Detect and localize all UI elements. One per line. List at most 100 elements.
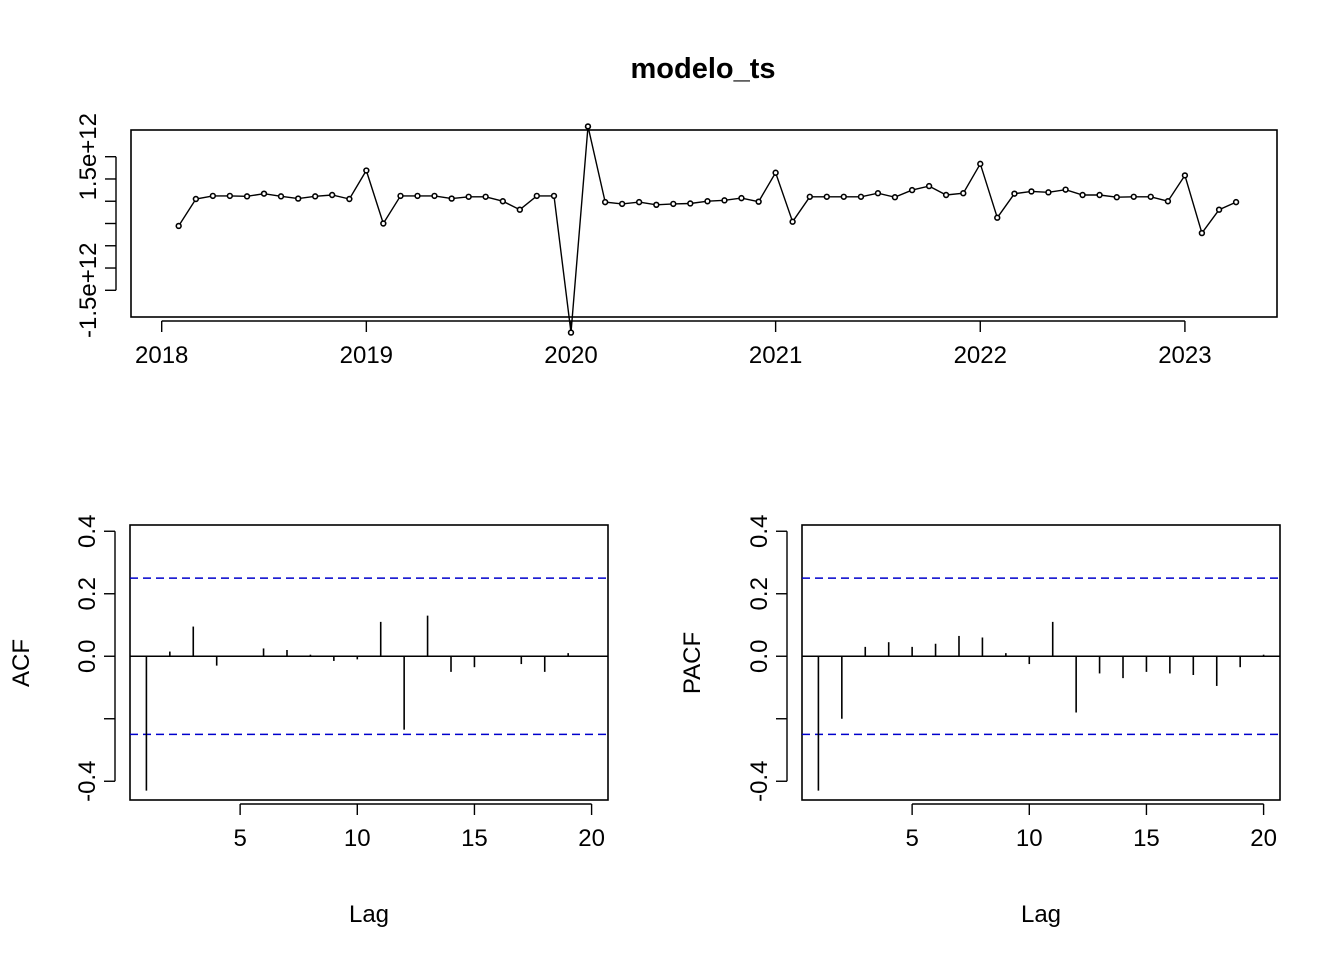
x-tick-label: 15 <box>461 825 488 852</box>
x-axis-label: Lag <box>1021 901 1061 928</box>
x-tick-label: 2022 <box>954 342 1007 369</box>
y-tick-label: 1.5e+12 <box>75 113 102 200</box>
x-tick-label: 2021 <box>749 342 802 369</box>
data-point <box>874 190 882 197</box>
data-point <box>908 186 916 194</box>
data-point <box>1130 193 1137 200</box>
data-point <box>311 193 319 200</box>
data-point <box>584 123 592 130</box>
data-point <box>942 191 950 199</box>
y-tick-label: 0.0 <box>746 640 773 673</box>
y-axis: -1.5e+12 1.5e+12 <box>75 113 117 338</box>
y-tick-label: -0.4 <box>746 761 773 802</box>
data-point <box>635 198 643 206</box>
data-point <box>1011 190 1018 197</box>
acf-panel: -0.4 0.0 0.2 0.4 5 10 15 20 Lag ACF <box>8 515 609 928</box>
data-point <box>1215 206 1223 213</box>
data-point <box>721 197 728 204</box>
data-point <box>499 198 507 205</box>
data-point <box>618 200 626 208</box>
data-point <box>1232 198 1240 206</box>
data-point <box>260 190 268 197</box>
pacf-spikes <box>802 577 1280 791</box>
data-point <box>1164 198 1172 205</box>
data-point <box>226 192 234 200</box>
x-tick-label: 20 <box>1250 825 1277 852</box>
data-point <box>755 198 762 205</box>
plot-frame <box>129 524 609 801</box>
data-point <box>789 218 796 225</box>
data-point <box>516 206 524 213</box>
data-point <box>925 182 933 190</box>
data-point <box>1045 189 1052 196</box>
data-point <box>567 329 575 336</box>
data-point <box>482 193 489 200</box>
y-tick-label: -0.4 <box>74 761 101 802</box>
data-point <box>448 195 455 202</box>
data-point <box>465 193 472 200</box>
data-point <box>1096 191 1103 199</box>
x-tick-label: 5 <box>905 825 918 852</box>
data-point <box>277 193 285 200</box>
data-point <box>857 193 865 200</box>
data-point <box>397 192 404 200</box>
series-line <box>178 126 1237 333</box>
data-point <box>1062 186 1069 193</box>
data-point <box>192 195 200 203</box>
x-tick-label: 20 <box>578 825 605 852</box>
data-point <box>1113 194 1120 201</box>
data-point <box>891 194 899 201</box>
time-series-panel: modelo_ts -1.5e+121.5e+12 2018 2019 2020 20… <box>75 53 1278 369</box>
x-axis-label: Lag <box>349 901 389 928</box>
data-point <box>550 192 558 200</box>
data-point <box>653 201 660 209</box>
plot-frame <box>130 129 1278 318</box>
data-point <box>977 160 984 168</box>
y-tick-label: -1.5e+12 <box>75 243 102 338</box>
x-tick-label: 15 <box>1133 825 1160 852</box>
data-point <box>772 169 779 176</box>
data-point <box>533 192 541 200</box>
data-point <box>380 220 387 227</box>
data-point <box>346 195 353 203</box>
series-modelo-ts <box>175 123 1240 336</box>
data-point <box>431 192 438 200</box>
data-point <box>175 222 182 230</box>
pacf-panel: -0.4 0.0 0.2 0.4 5 10 15 20 Lag PACF <box>679 515 1281 928</box>
chart-title: modelo_ts <box>630 53 775 85</box>
data-point <box>414 192 421 200</box>
data-point <box>243 193 251 200</box>
x-axis: 2018 2019 2020 2021 2022 2023 <box>135 320 1212 369</box>
y-axis: -0.4 0.0 0.2 0.4 <box>74 515 116 802</box>
data-point <box>1181 172 1189 179</box>
x-axis: 5 10 15 20 <box>905 803 1277 852</box>
x-tick-label: 2019 <box>340 342 393 369</box>
data-point <box>1079 191 1086 199</box>
x-axis: 5 10 15 20 <box>233 803 605 852</box>
y-axis: -0.4 0.0 0.2 0.4 <box>746 515 788 802</box>
data-point <box>670 200 677 208</box>
data-point <box>840 193 847 200</box>
data-point <box>960 190 967 197</box>
data-point <box>994 214 1001 221</box>
x-tick-label: 10 <box>1016 825 1043 852</box>
data-point <box>363 167 370 174</box>
y-axis-label: ACF <box>8 639 35 687</box>
data-point <box>328 191 336 199</box>
data-point <box>294 195 302 202</box>
y-tick-label: 0.4 <box>746 515 773 548</box>
x-tick-label: 2023 <box>1158 342 1211 369</box>
data-point <box>823 193 830 200</box>
x-tick-label: 5 <box>233 825 246 852</box>
data-point <box>1147 193 1154 200</box>
plot-frame <box>801 524 1281 801</box>
x-tick-label: 2020 <box>544 342 597 369</box>
data-point <box>806 193 814 200</box>
y-tick-label: 0.2 <box>74 577 101 610</box>
data-point <box>687 200 694 207</box>
data-point <box>738 194 745 202</box>
x-tick-label: 10 <box>344 825 371 852</box>
data-point <box>601 198 609 206</box>
y-axis-label: PACF <box>679 632 706 694</box>
